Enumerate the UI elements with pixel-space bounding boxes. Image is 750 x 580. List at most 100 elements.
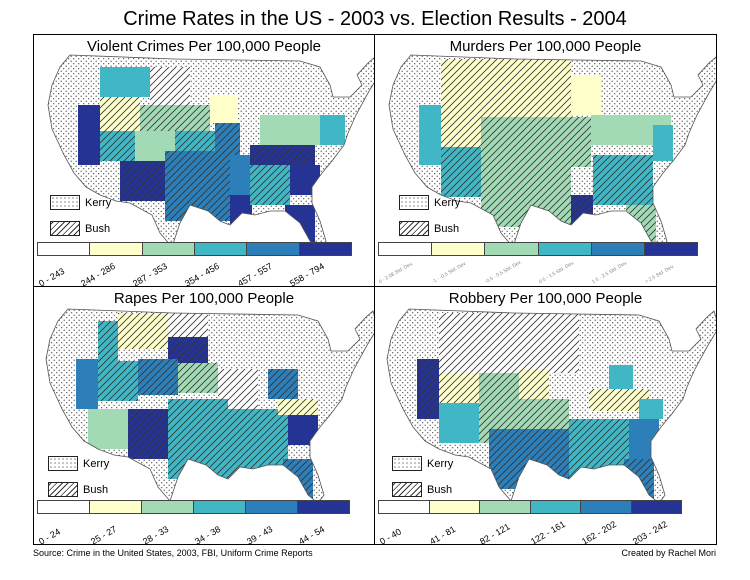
legend-swatch-5 <box>591 242 645 256</box>
legend-swatch-1 <box>37 500 90 514</box>
legend-swatch-6 <box>298 500 350 514</box>
panel-murders: Murders Per 100,000 People <box>374 34 717 287</box>
legend-swatch-3 <box>142 500 194 514</box>
map-region <box>571 195 593 225</box>
panel-violent-crimes: Violent Crimes Per 100,000 People <box>33 34 375 287</box>
map-region <box>571 75 601 115</box>
map-region <box>609 365 633 389</box>
map-region <box>439 373 479 403</box>
map-region <box>98 361 138 401</box>
map-region <box>230 195 252 225</box>
us-map <box>45 308 374 504</box>
main-title: Crime Rates in the US - 2003 vs. Electio… <box>123 8 627 30</box>
legend-swatch-6 <box>644 242 699 256</box>
map-region <box>118 313 168 349</box>
source-note: Source: Crime in the United States, 2003… <box>33 548 313 558</box>
map-region <box>140 105 180 131</box>
legend-swatch-5 <box>581 500 632 514</box>
color-legend: 0 - 40 41 - 81 82 - 121 122 - 161 162 - … <box>378 500 682 544</box>
map-region <box>98 321 118 361</box>
map-region <box>441 147 481 197</box>
map-region <box>439 403 479 443</box>
legend-swatch-5 <box>246 500 298 514</box>
map-region <box>250 145 315 165</box>
kerry-swatch <box>399 195 429 210</box>
map-region <box>180 105 210 131</box>
map-region <box>215 123 240 155</box>
us-map <box>386 308 716 504</box>
map-region <box>168 399 228 479</box>
map-region <box>290 165 320 195</box>
bush-swatch <box>48 482 78 497</box>
legend-swatch-4 <box>538 242 592 256</box>
map-region <box>165 151 230 221</box>
map-region <box>441 117 481 147</box>
bush-label: Bush <box>434 222 460 235</box>
panel-title: Robbery Per 100,000 People <box>448 290 643 307</box>
kerry-label: Kerry <box>427 457 454 470</box>
map-region <box>230 155 250 195</box>
legend-swatch-6 <box>299 242 352 256</box>
legend-swatch-3 <box>485 242 539 256</box>
legend-swatch-3 <box>480 500 531 514</box>
legend-swatch-3 <box>142 242 195 256</box>
map-region <box>417 359 439 419</box>
election-key: Kerry Bush <box>399 194 460 246</box>
legend-swatch-2 <box>90 500 142 514</box>
map-region <box>168 337 208 363</box>
election-key: Kerry Bush <box>50 194 111 246</box>
map-region <box>629 419 659 459</box>
legend-swatch-4 <box>194 242 248 256</box>
map-region <box>653 125 673 161</box>
panel-rapes: Rapes Per 100,000 People <box>33 286 375 545</box>
map-region <box>593 155 653 205</box>
color-legend: 0 - 2.08 Std. Dev. -1 - -0.5 Std. Dev. -… <box>378 242 699 285</box>
map-region <box>479 373 519 403</box>
map-region <box>260 115 320 145</box>
map-region <box>519 369 549 399</box>
kerry-swatch <box>50 195 80 210</box>
map-region <box>288 415 318 445</box>
bush-swatch <box>392 482 422 497</box>
legend-swatch-1 <box>378 242 433 256</box>
kerry-label: Kerry <box>83 457 110 470</box>
bush-label: Bush <box>427 483 453 496</box>
us-map <box>388 54 716 250</box>
legend-swatch-6 <box>631 500 682 514</box>
map-region <box>100 67 150 97</box>
map-region <box>100 131 135 161</box>
map-region <box>228 409 288 479</box>
map-region <box>88 409 128 449</box>
legend-swatch-2 <box>432 242 486 256</box>
map-region <box>268 369 298 399</box>
panel-title: Rapes Per 100,000 People <box>113 290 295 307</box>
map-region <box>639 399 663 419</box>
map-region <box>439 313 579 373</box>
bush-label: Bush <box>85 222 111 235</box>
us-map <box>47 54 374 250</box>
map-region <box>320 115 345 145</box>
bush-swatch <box>50 221 80 236</box>
legend-swatch-2 <box>90 242 143 256</box>
bush-swatch <box>399 221 429 236</box>
panel-title: Violent Crimes Per 100,000 People <box>86 38 322 55</box>
map-region <box>419 105 441 165</box>
kerry-label: Kerry <box>85 196 112 209</box>
map-region <box>589 389 649 411</box>
election-key: Kerry Bush <box>48 455 109 507</box>
legend-swatch-2 <box>429 500 480 514</box>
map-region <box>138 359 178 395</box>
kerry-swatch <box>48 456 78 471</box>
legend-swatch-1 <box>37 242 91 256</box>
map-region <box>100 97 140 131</box>
map-region <box>250 165 290 205</box>
map-region <box>519 399 569 429</box>
kerry-swatch <box>392 456 422 471</box>
election-key: Kerry Bush <box>392 455 453 507</box>
map-region <box>78 105 100 165</box>
map-region <box>128 409 168 459</box>
panel-robbery: Robbery Per 100,000 People <box>374 286 717 545</box>
credit-note: Created by Rachel Mori <box>621 548 716 558</box>
map-region <box>76 359 98 409</box>
legend-swatch-5 <box>247 242 300 256</box>
